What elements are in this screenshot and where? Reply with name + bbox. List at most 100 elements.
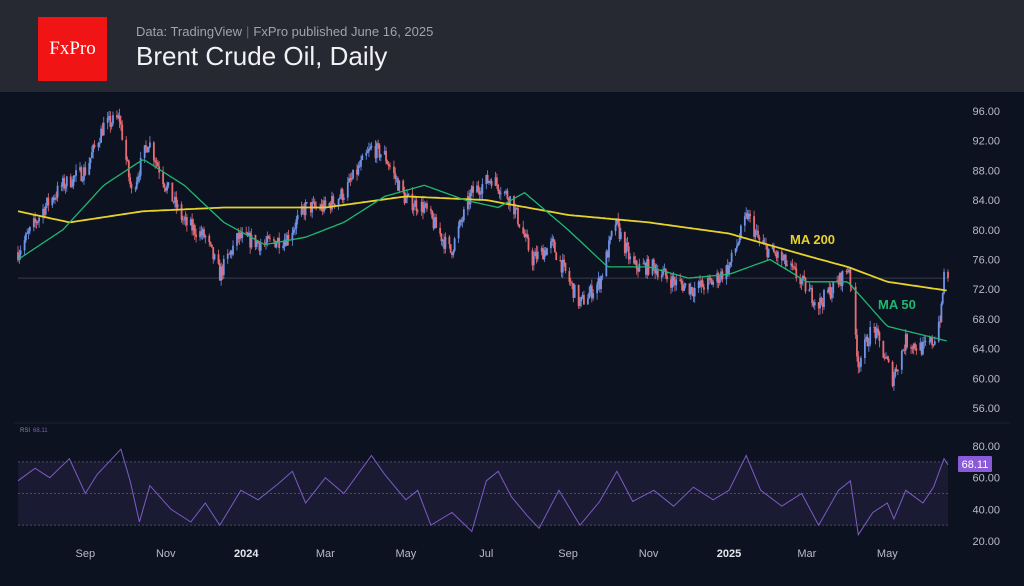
- candle-body: [98, 142, 101, 144]
- candle-body: [906, 334, 909, 348]
- candle-body: [878, 332, 881, 341]
- candle-body: [739, 225, 742, 239]
- candle-body: [573, 284, 576, 298]
- candle-body: [370, 146, 373, 148]
- candle-body: [563, 259, 566, 263]
- candle-body: [837, 280, 840, 285]
- candle-body: [300, 206, 303, 216]
- candle-body: [220, 266, 223, 281]
- candle-body: [472, 186, 475, 193]
- candle-body: [397, 178, 399, 191]
- candle-body: [389, 166, 391, 167]
- candle-body: [119, 121, 122, 125]
- candle-body: [201, 229, 204, 236]
- candle-body: [795, 268, 798, 279]
- candle-body: [697, 281, 700, 288]
- candle-body: [378, 144, 381, 158]
- candle-body: [313, 201, 316, 207]
- candle-body: [267, 236, 270, 239]
- candle-body: [832, 281, 835, 294]
- candle-body: [230, 251, 233, 255]
- candle-body: [485, 174, 488, 184]
- price-tick-label: 88.00: [972, 165, 1000, 177]
- candle-body: [941, 293, 944, 304]
- candle-body: [817, 302, 820, 309]
- candle-body: [295, 219, 298, 229]
- candle-body: [478, 191, 481, 195]
- candle-body: [745, 213, 748, 217]
- price-tick-label: 72.00: [972, 284, 1000, 296]
- candle-body: [342, 197, 345, 200]
- candle-body: [625, 242, 628, 254]
- candle-body: [642, 263, 645, 265]
- candle-body: [255, 241, 258, 247]
- candle-body: [407, 193, 410, 196]
- candle-body: [257, 241, 259, 244]
- candle-body: [259, 244, 262, 251]
- candle-body: [767, 248, 770, 258]
- candle-body: [776, 251, 779, 258]
- candle-body: [571, 282, 573, 284]
- candle-body: [497, 184, 500, 192]
- candle-body: [149, 142, 151, 148]
- candle-body: [730, 252, 733, 263]
- candle-body: [116, 115, 118, 118]
- candle-body: [608, 240, 610, 258]
- candle-body: [367, 148, 370, 152]
- rsi-tick-label: 20.00: [972, 536, 1000, 548]
- candle-body: [535, 251, 538, 260]
- candle-body: [237, 233, 240, 239]
- candle-body: [518, 224, 521, 228]
- candle-body: [356, 169, 358, 175]
- candle-body: [402, 180, 405, 192]
- candle-body: [453, 238, 456, 251]
- candle-body: [674, 281, 676, 286]
- candle-body: [80, 167, 83, 182]
- rsi-tick-label: 60.00: [972, 473, 1000, 485]
- candle-body: [540, 248, 543, 252]
- x-tick-label: Sep: [558, 548, 578, 560]
- candle-body: [89, 157, 92, 163]
- candle-body: [183, 219, 186, 221]
- candle-body: [865, 336, 868, 340]
- candle-body: [423, 205, 426, 213]
- candle-body: [331, 196, 333, 210]
- candle-body: [236, 233, 238, 246]
- candle-body: [623, 232, 626, 254]
- candle-body: [800, 280, 803, 285]
- candle-body: [387, 164, 390, 167]
- candle-body: [866, 336, 869, 347]
- candle-body: [836, 280, 839, 282]
- candle-body: [699, 281, 701, 287]
- candle-body: [820, 297, 823, 303]
- candle-body: [143, 145, 146, 158]
- separator: |: [246, 24, 250, 39]
- candle-body: [939, 321, 941, 323]
- candle-body: [129, 177, 132, 185]
- candle-body: [394, 173, 397, 179]
- candle-body: [662, 270, 664, 275]
- candle-body: [922, 341, 924, 355]
- candle-body: [683, 285, 686, 291]
- candle-body: [526, 234, 529, 238]
- candle-body: [426, 203, 428, 209]
- candle-body: [23, 240, 26, 251]
- candle-body: [19, 250, 22, 255]
- candle-body: [17, 252, 19, 261]
- candle-body: [287, 234, 290, 241]
- candle-body: [858, 366, 861, 368]
- candle-body: [156, 162, 159, 167]
- candle-body: [503, 191, 506, 194]
- candle-body: [411, 193, 414, 211]
- candle-body: [181, 219, 184, 221]
- candle-body: [600, 276, 602, 290]
- candle-body: [679, 279, 682, 281]
- candle-body: [193, 224, 196, 235]
- rsi-tick-label: 80.00: [972, 441, 1000, 453]
- candle-body: [524, 234, 527, 237]
- candle-body: [476, 185, 478, 193]
- candle-body: [340, 189, 343, 198]
- candle-body: [561, 259, 564, 273]
- candle-body: [101, 128, 104, 136]
- candle-body: [887, 358, 890, 362]
